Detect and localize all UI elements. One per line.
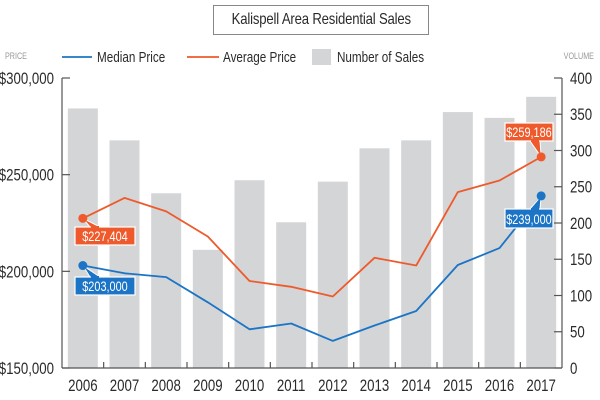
x-tick-label: 2015 bbox=[443, 377, 472, 396]
callout-average-price-2017: $259,186 bbox=[504, 122, 554, 162]
left-tick-label: $200,000 bbox=[0, 263, 54, 282]
x-tick-label: 2014 bbox=[401, 377, 431, 396]
callout-label: $259,186 bbox=[506, 125, 552, 141]
legend-label-average: Average Price bbox=[223, 49, 296, 66]
x-tick-label: 2011 bbox=[277, 377, 305, 396]
x-tick-label: 2017 bbox=[526, 377, 555, 396]
x-tick-label: 2006 bbox=[68, 377, 97, 396]
callout-point bbox=[78, 261, 88, 271]
x-tick-label: 2010 bbox=[235, 377, 264, 396]
right-tick-label: 350 bbox=[570, 106, 592, 125]
callout-median-price-2006: $203,000 bbox=[74, 261, 136, 296]
right-tick-label: 400 bbox=[570, 70, 592, 89]
bar-2016 bbox=[484, 117, 515, 368]
line-median-price bbox=[82, 195, 542, 342]
bar-2015 bbox=[442, 112, 473, 368]
x-tick-label: 2007 bbox=[110, 377, 139, 396]
chart-title: Kalispell Area Residential Sales bbox=[231, 11, 411, 28]
right-tick-label: 100 bbox=[570, 287, 592, 306]
lines-layer bbox=[82, 156, 542, 342]
left-tick-label: $300,000 bbox=[0, 70, 54, 89]
legend: Median Price Average Price Number of Sales bbox=[62, 49, 424, 66]
left-tick-label: $150,000 bbox=[0, 360, 54, 379]
legend-label-sales: Number of Sales bbox=[337, 49, 424, 66]
bars-layer bbox=[67, 96, 557, 368]
callout-label: $227,404 bbox=[82, 229, 128, 245]
right-tick-label: 200 bbox=[570, 215, 592, 234]
x-tick-label: 2013 bbox=[360, 377, 389, 396]
right-tick-label: 250 bbox=[570, 178, 592, 197]
right-tick-label: 50 bbox=[570, 323, 585, 342]
legend-label-median: Median Price bbox=[97, 49, 165, 66]
x-tick-label: 2012 bbox=[318, 377, 347, 396]
chart-title-box: Kalispell Area Residential Sales bbox=[213, 5, 429, 35]
right-tick-label: 300 bbox=[570, 142, 592, 161]
callout-point bbox=[78, 213, 88, 223]
right-tick-label: 0 bbox=[570, 360, 577, 379]
callout-box bbox=[504, 122, 554, 142]
bar-2007 bbox=[109, 140, 140, 368]
axes-layer: $150,000 $200,000 $250,000 $300,000 0 50 100 15… bbox=[0, 51, 594, 395]
callout-label: $203,000 bbox=[82, 279, 128, 295]
bar-2014 bbox=[401, 140, 432, 368]
bar-2011 bbox=[276, 222, 307, 368]
x-tick-label: 2008 bbox=[151, 377, 180, 396]
callout-box bbox=[74, 276, 136, 296]
x-tick-label: 2016 bbox=[485, 377, 514, 396]
legend-swatch-sales bbox=[312, 49, 331, 65]
callout-median-price-2017: $239,000 bbox=[504, 191, 554, 229]
callout-box bbox=[504, 208, 554, 229]
x-tick-label: 2009 bbox=[193, 377, 222, 396]
left-tick-label: $250,000 bbox=[0, 166, 54, 185]
right-tick-label: 150 bbox=[570, 251, 592, 270]
callout-point bbox=[536, 152, 546, 162]
callout-point bbox=[536, 191, 546, 201]
line-average-price bbox=[82, 156, 542, 298]
right-axis-title: VOLUME bbox=[564, 51, 595, 61]
callouts-layer: $227,404 $203,000 $259,186 $239,000 bbox=[74, 122, 554, 296]
callout-label: $239,000 bbox=[506, 212, 552, 228]
bar-2010 bbox=[234, 180, 265, 368]
callout-average-price-2006: $227,404 bbox=[74, 213, 136, 246]
left-axis-title: PRICE bbox=[5, 51, 27, 61]
callout-box bbox=[74, 226, 136, 246]
bar-2008 bbox=[151, 193, 182, 368]
